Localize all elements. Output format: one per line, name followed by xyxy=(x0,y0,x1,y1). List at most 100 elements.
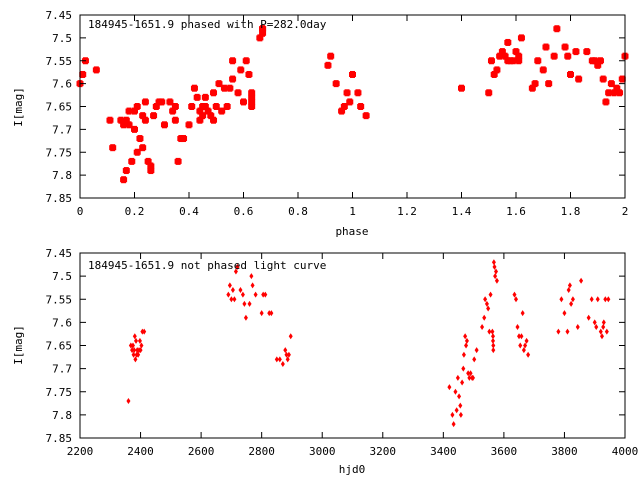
unphased-data-point xyxy=(518,342,523,349)
phased-tick-layer: 0 0.2 0.4 0.6 0.8 1 1.2 1.4 1.6 1.8 2 7.45 7.5 7.55 7.… xyxy=(46,9,629,218)
phased-data-point xyxy=(220,84,228,92)
phased-data-point xyxy=(144,157,152,165)
phased-data-point xyxy=(248,89,256,97)
unphased-data-point xyxy=(137,337,142,344)
phased-data-point xyxy=(120,121,128,129)
phased-y-tick-label: 7.75 xyxy=(46,146,73,159)
unphased-data-point xyxy=(514,296,518,303)
phased-data-point xyxy=(346,98,354,106)
phased-data-point xyxy=(190,84,198,92)
phased-data-point xyxy=(561,43,569,51)
phased-x-tick-label: 0.4 xyxy=(179,205,199,218)
unphased-x-axis-label: hjd0 xyxy=(339,463,366,476)
phased-data-point xyxy=(487,57,495,65)
unphased-data-point xyxy=(493,273,498,280)
phased-x-tick-label: 0.8 xyxy=(288,205,308,218)
phased-data-point xyxy=(349,70,356,78)
unphased-data-point xyxy=(480,324,485,330)
phased-data-point xyxy=(259,25,267,33)
unphased-data-point xyxy=(458,402,463,409)
unphased-data-point xyxy=(472,356,477,363)
phased-data-point xyxy=(139,112,147,120)
phased-data-point xyxy=(509,57,517,65)
phased-data-point xyxy=(210,89,218,97)
phased-data-point xyxy=(490,70,498,78)
phased-data-point xyxy=(567,70,574,78)
phased-data-point xyxy=(171,116,179,124)
unphased-data-point xyxy=(494,277,499,284)
phased-data-point xyxy=(133,103,141,110)
unphased-data-point xyxy=(556,328,561,335)
unphased-data-point xyxy=(483,296,488,303)
unphased-x-tick-label: 4000 xyxy=(612,445,639,458)
unphased-data-point xyxy=(491,342,496,349)
phased-data-point xyxy=(125,121,133,129)
phased-data-point xyxy=(591,57,599,65)
unphased-data-point xyxy=(603,296,608,303)
unphased-data-point xyxy=(492,263,497,270)
phased-data-point xyxy=(237,66,245,74)
unphased-data-point xyxy=(240,291,245,298)
phased-data-point xyxy=(223,103,231,110)
unphased-data-point xyxy=(487,328,492,335)
unphased-x-tick-label: 3600 xyxy=(491,445,518,458)
unphased-data-point xyxy=(461,365,466,372)
phased-data-point xyxy=(517,34,525,42)
unphased-data-point xyxy=(132,333,137,340)
phased-data-point xyxy=(542,43,550,51)
unphased-x-tick-label: 3000 xyxy=(309,445,336,458)
unphased-data-point xyxy=(249,273,254,280)
phased-data-point xyxy=(594,61,602,69)
unphased-data-point xyxy=(229,296,234,303)
phased-data-point xyxy=(196,107,204,115)
phased-data-point xyxy=(128,157,136,165)
phased-data-point xyxy=(572,48,580,56)
phased-data-point xyxy=(498,48,506,56)
unphased-data-point xyxy=(286,351,291,358)
unphased-data-point xyxy=(132,347,137,354)
phased-data-point xyxy=(528,84,536,92)
phased-data-point xyxy=(545,80,553,88)
unphased-data-point xyxy=(139,342,144,349)
unphased-data-point xyxy=(288,333,293,340)
unphased-chart-title: 184945-1651.9 not phased light curve xyxy=(88,259,326,272)
unphased-data-point xyxy=(261,291,266,298)
unphased-y-tick-label: 7.45 xyxy=(46,247,73,260)
phased-data-point xyxy=(193,93,201,101)
phased-data-point xyxy=(210,116,218,124)
unphased-data-point xyxy=(226,291,231,298)
phased-data-point xyxy=(618,75,626,83)
unphased-data-point xyxy=(233,268,238,275)
phased-data-point xyxy=(240,98,247,106)
unphased-data-point xyxy=(285,356,290,363)
unphased-data-point xyxy=(519,333,524,340)
unphased-data-point xyxy=(486,305,491,312)
unphased-data-point xyxy=(592,319,597,326)
unphased-data-point xyxy=(468,370,473,377)
phased-data-point xyxy=(354,89,362,97)
phased-data-point xyxy=(122,116,130,124)
phased-x-axis-label: phase xyxy=(335,225,368,238)
unphased-data-point xyxy=(136,351,141,358)
phased-data-point xyxy=(218,107,226,115)
unphased-data-point xyxy=(259,310,264,317)
phased-data-point xyxy=(242,57,250,65)
phased-data-point xyxy=(605,89,613,97)
unphased-data-point xyxy=(267,310,272,317)
unphased-y-tick-label: 7.7 xyxy=(52,363,72,376)
phased-data-point xyxy=(248,93,256,101)
unphased-data-point xyxy=(490,337,495,344)
phased-x-tick-label: 0.2 xyxy=(125,205,145,218)
phased-data-point xyxy=(204,107,212,115)
unphased-data-point xyxy=(471,374,476,381)
unphased-data-point xyxy=(133,356,138,363)
unphased-data-point xyxy=(490,328,495,335)
unphased-y-axis-label: I[mag] xyxy=(12,325,25,365)
phased-data-point xyxy=(226,84,234,92)
unphased-data-point xyxy=(606,296,611,303)
unphased-x-tick-label: 2400 xyxy=(127,445,154,458)
unphased-data-point xyxy=(269,310,274,317)
phased-data-point xyxy=(501,52,509,60)
unphased-data-point xyxy=(570,296,575,303)
unphased-y-tick-label: 7.8 xyxy=(52,409,72,422)
